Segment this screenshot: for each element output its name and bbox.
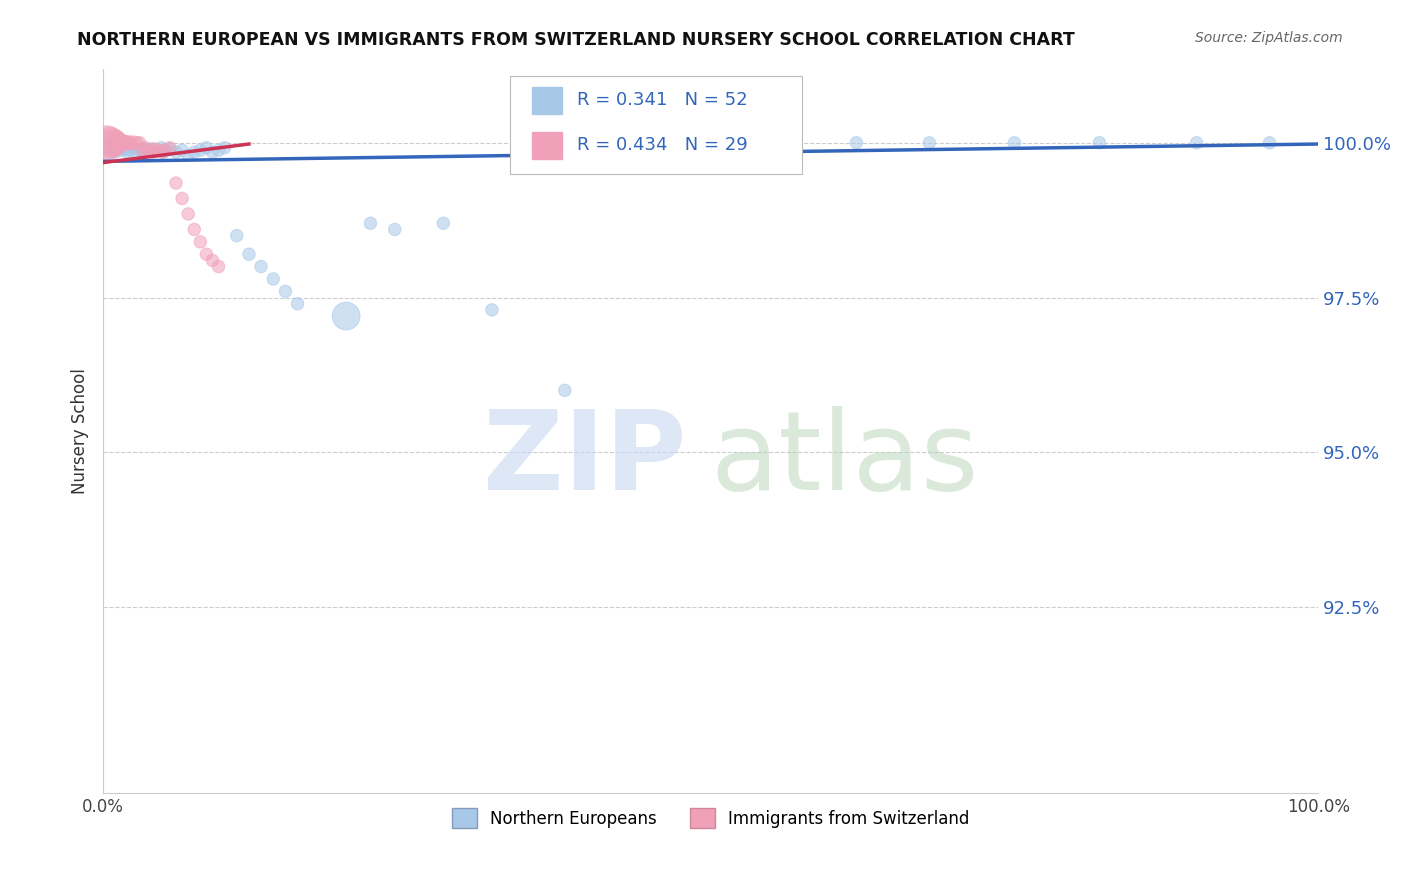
Point bbox=[141, 142, 163, 156]
Point bbox=[918, 136, 941, 150]
Point bbox=[207, 143, 229, 157]
Point bbox=[101, 136, 124, 150]
Point bbox=[118, 143, 141, 157]
Point bbox=[159, 141, 181, 155]
Point bbox=[117, 145, 139, 159]
Point bbox=[845, 136, 868, 150]
Point bbox=[141, 145, 163, 159]
Point bbox=[96, 136, 118, 150]
Point bbox=[238, 247, 260, 261]
Point bbox=[165, 176, 187, 190]
Point bbox=[384, 222, 406, 236]
Point bbox=[110, 143, 132, 157]
Text: ZIP: ZIP bbox=[482, 406, 686, 513]
Point bbox=[195, 247, 218, 261]
Text: NORTHERN EUROPEAN VS IMMIGRANTS FROM SWITZERLAND NURSERY SCHOOL CORRELATION CHAR: NORTHERN EUROPEAN VS IMMIGRANTS FROM SWI… bbox=[77, 31, 1076, 49]
Point bbox=[117, 136, 139, 150]
Point bbox=[128, 136, 150, 150]
Point bbox=[195, 141, 218, 155]
Point bbox=[335, 309, 357, 323]
Point bbox=[554, 384, 576, 398]
Point bbox=[143, 142, 166, 156]
Point bbox=[153, 145, 176, 159]
Point bbox=[699, 136, 721, 150]
Point bbox=[481, 302, 503, 317]
Point bbox=[177, 148, 200, 162]
Point bbox=[146, 143, 169, 157]
Point bbox=[183, 145, 205, 159]
Point bbox=[172, 192, 194, 206]
Point bbox=[155, 143, 177, 157]
Point bbox=[207, 260, 229, 274]
Point bbox=[201, 145, 224, 159]
Legend: Northern Europeans, Immigrants from Switzerland: Northern Europeans, Immigrants from Swit… bbox=[444, 801, 976, 835]
Point bbox=[122, 136, 145, 150]
FancyBboxPatch shape bbox=[510, 76, 801, 174]
Point bbox=[159, 142, 181, 156]
Point bbox=[114, 142, 136, 156]
Point bbox=[177, 207, 200, 221]
Point bbox=[128, 143, 150, 157]
Point bbox=[1185, 136, 1208, 150]
Point bbox=[188, 143, 211, 157]
Point bbox=[651, 136, 673, 150]
Point bbox=[110, 136, 132, 150]
Point bbox=[138, 143, 160, 157]
Point bbox=[98, 136, 121, 150]
Point bbox=[98, 142, 121, 156]
Point bbox=[146, 143, 169, 157]
Point bbox=[135, 141, 157, 155]
Point bbox=[262, 272, 284, 286]
Point bbox=[188, 235, 211, 249]
Text: Source: ZipAtlas.com: Source: ZipAtlas.com bbox=[1195, 31, 1343, 45]
Point bbox=[165, 145, 187, 159]
Point bbox=[1088, 136, 1111, 150]
Point bbox=[150, 141, 173, 155]
Point bbox=[1258, 136, 1281, 150]
Point bbox=[150, 145, 173, 159]
Point bbox=[183, 222, 205, 236]
Text: atlas: atlas bbox=[710, 406, 979, 513]
Point bbox=[138, 143, 160, 157]
Point bbox=[225, 228, 247, 243]
Point bbox=[214, 141, 236, 155]
Point bbox=[104, 145, 127, 159]
Point bbox=[135, 145, 157, 159]
Point bbox=[359, 216, 381, 230]
Point bbox=[131, 142, 153, 156]
Point bbox=[1002, 136, 1025, 150]
Point bbox=[131, 143, 153, 157]
Point bbox=[287, 296, 309, 310]
Point bbox=[761, 136, 783, 150]
Text: R = 0.434   N = 29: R = 0.434 N = 29 bbox=[576, 136, 748, 153]
Point bbox=[153, 143, 176, 157]
Point bbox=[118, 136, 141, 150]
FancyBboxPatch shape bbox=[531, 131, 562, 159]
Point bbox=[201, 253, 224, 268]
Point bbox=[104, 136, 127, 150]
Point bbox=[143, 145, 166, 159]
Point bbox=[250, 260, 273, 274]
Point bbox=[127, 145, 149, 159]
Point bbox=[432, 216, 454, 230]
Point bbox=[122, 141, 145, 155]
Point bbox=[127, 136, 149, 150]
Point bbox=[114, 136, 136, 150]
Point bbox=[107, 136, 129, 150]
Text: R = 0.341   N = 52: R = 0.341 N = 52 bbox=[576, 91, 748, 109]
Point bbox=[107, 141, 129, 155]
Point bbox=[172, 143, 194, 157]
Point bbox=[274, 285, 297, 299]
Point bbox=[602, 136, 624, 150]
Y-axis label: Nursery School: Nursery School bbox=[72, 368, 89, 493]
FancyBboxPatch shape bbox=[531, 87, 562, 114]
Point bbox=[101, 143, 124, 157]
